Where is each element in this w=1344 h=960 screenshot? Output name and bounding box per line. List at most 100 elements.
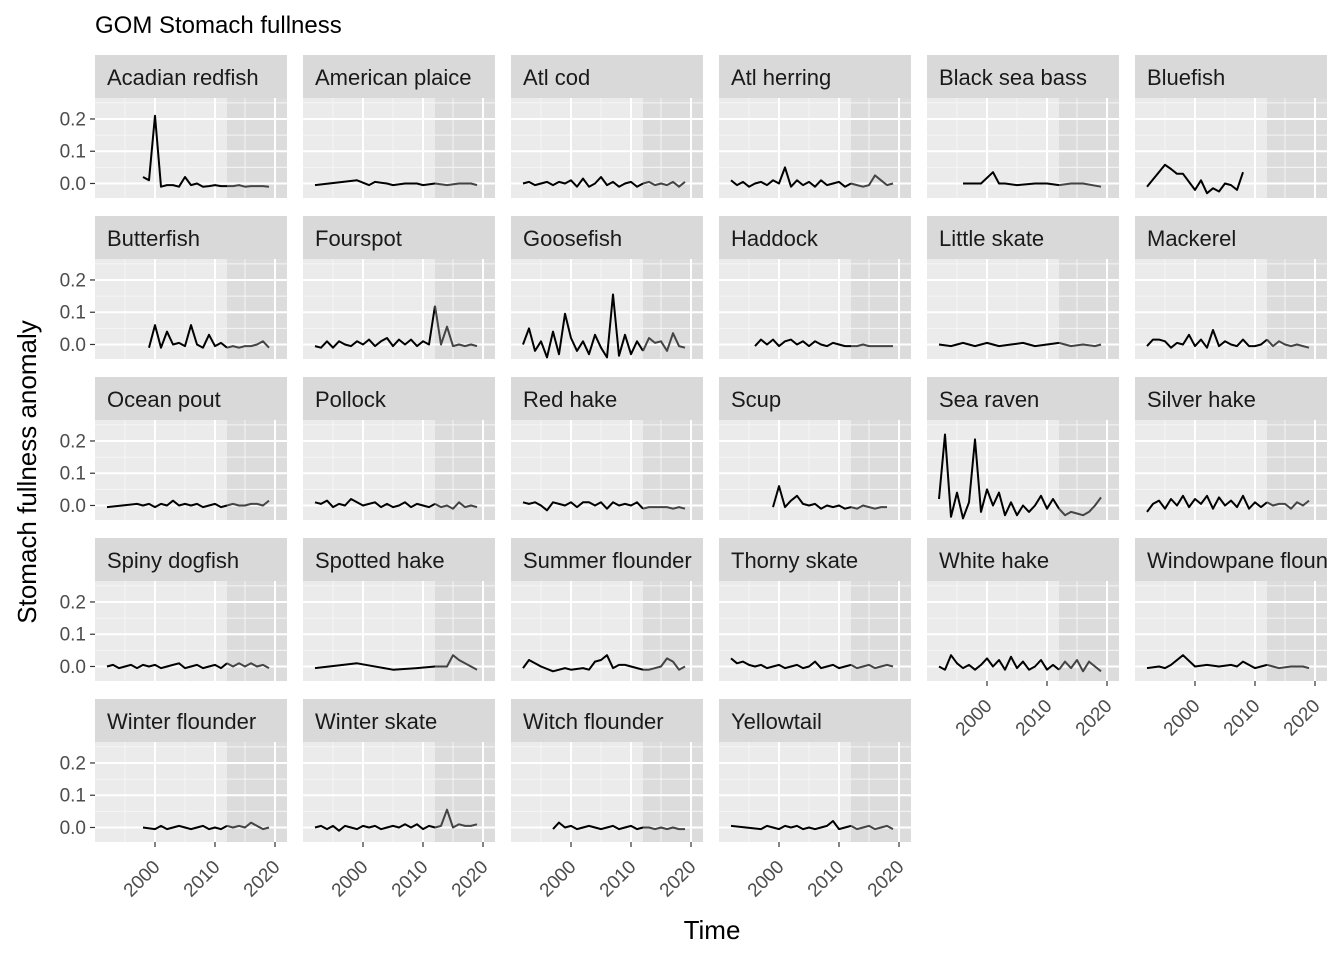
- facet-label: Yellowtail: [731, 709, 822, 734]
- facet-winter-skate: Winter skate 2000 2010 2020: [303, 699, 495, 901]
- y-tick-label: 0.0: [60, 818, 86, 839]
- y-tick-label: 0.2: [60, 753, 86, 774]
- facet-strip: [303, 377, 495, 420]
- x-tick-label: 2020: [1280, 696, 1325, 741]
- shaded-region: [643, 420, 703, 520]
- facet-strip: [303, 699, 495, 742]
- facet-strip: [927, 538, 1119, 581]
- facet-pollock: Pollock: [303, 377, 495, 520]
- x-tick-label: 2010: [596, 857, 641, 902]
- series-line-recent-pollock: [434, 501, 478, 510]
- series-line-recent-black-sea-bass: [1058, 182, 1102, 188]
- series-line-winter-flounder: [142, 824, 228, 831]
- facet-bluefish: Bluefish: [1135, 55, 1327, 198]
- facet-label: Winter skate: [315, 709, 437, 734]
- facet-label: Witch flounder: [523, 709, 664, 734]
- series-line-bluefish: [1146, 163, 1244, 195]
- facet-label: Spotted hake: [315, 548, 445, 573]
- facet-strip: [95, 216, 287, 259]
- facet-strip: [1135, 538, 1327, 581]
- x-tick-label: 2010: [804, 857, 849, 902]
- shaded-region: [1267, 98, 1327, 198]
- facet-label: Pollock: [315, 387, 387, 412]
- series-line-yellowtail: [730, 820, 852, 831]
- shaded-region: [1059, 98, 1119, 198]
- x-tick-label: 2020: [864, 857, 909, 902]
- facet-label: Black sea bass: [939, 65, 1087, 90]
- facet-label: Mackerel: [1147, 226, 1236, 251]
- x-axis-title: Time: [684, 915, 741, 945]
- facet-label: Haddock: [731, 226, 819, 251]
- facet-windowpane-flounder: Windowpane flounder 2000 2010 2020: [1135, 538, 1327, 741]
- facet-label: Sea raven: [939, 387, 1039, 412]
- facet-ocean-pout: Ocean pout 0.0 0.1 0.2: [60, 377, 287, 520]
- shaded-region: [851, 259, 911, 359]
- facet-label: Silver hake: [1147, 387, 1256, 412]
- facet-strip: [927, 377, 1119, 420]
- series-line-recent-ocean-pout: [226, 499, 270, 507]
- facet-acadian-redfish: Acadian redfish 0.0 0.1 0.2: [60, 55, 287, 198]
- series-line-recent-mackerel: [1266, 338, 1310, 349]
- series-line-recent-spotted-hake: [435, 654, 478, 671]
- facet-label: White hake: [939, 548, 1049, 573]
- series-line-spotted-hake: [314, 662, 436, 671]
- series-line-recent-atl-cod: [642, 180, 686, 188]
- series-line-recent-silver-hake: [1266, 499, 1310, 510]
- facet-label: Spiny dogfish: [107, 548, 239, 573]
- facet-winter-flounder: Winter flounder 0.0 0.1 0.2 2000 2010 2020: [60, 699, 287, 901]
- series-line-recent-american-plaice: [434, 182, 478, 187]
- x-tick-label: 2020: [448, 857, 493, 902]
- y-tick-label: 0.1: [60, 142, 86, 163]
- facet-red-hake: Red hake: [511, 377, 703, 520]
- shaded-region: [1059, 420, 1119, 520]
- facet-strip: [303, 55, 495, 98]
- series-line-recent-witch-flounder: [643, 826, 685, 831]
- x-tick-label: 2000: [952, 696, 997, 741]
- x-tick-label: 2010: [1012, 696, 1057, 741]
- facet-label: Goosefish: [523, 226, 622, 251]
- facet-strip: [511, 538, 703, 581]
- shaded-region: [643, 742, 703, 842]
- facet-silver-hake: Silver hake: [1135, 377, 1327, 520]
- facet-american-plaice: American plaice: [303, 55, 495, 198]
- facet-witch-flounder: Witch flounder 2000 2010 2020: [511, 699, 703, 901]
- shaded-region: [643, 581, 703, 681]
- shaded-region: [435, 420, 495, 520]
- series-line-witch-flounder: [552, 821, 644, 831]
- series-line-recent-yellowtail: [850, 824, 894, 831]
- series-line-recent-white-hake: [1058, 659, 1102, 673]
- facet-atl-cod: Atl cod: [511, 55, 703, 198]
- series-line-butterfish: [148, 324, 228, 349]
- x-tick-label: 2000: [120, 857, 165, 902]
- shaded-region: [1059, 259, 1119, 359]
- y-tick-label: 0.1: [60, 625, 86, 646]
- facet-goosefish: Goosefish: [511, 216, 703, 359]
- shaded-region: [1059, 581, 1119, 681]
- series-line-recent-summer-flounder: [643, 657, 686, 671]
- facet-black-sea-bass: Black sea bass: [927, 55, 1119, 198]
- facet-strip: [719, 55, 911, 98]
- facet-mackerel: Mackerel: [1135, 216, 1327, 359]
- series-line-recent-red-hake: [642, 506, 686, 510]
- chart-title: GOM Stomach fullness: [95, 12, 342, 39]
- facet-panels: Acadian redfish 0.0 0.1 0.2 American plaice A…: [60, 55, 1327, 902]
- series-line-red-hake: [522, 501, 644, 512]
- x-tick-label: 2020: [1072, 696, 1117, 741]
- facet-strip: [303, 538, 495, 581]
- facet-sea-raven: Sea raven: [927, 377, 1119, 520]
- facet-label: Thorny skate: [731, 548, 858, 573]
- facet-label: Scup: [731, 387, 781, 412]
- series-line-fourspot: [314, 305, 436, 349]
- series-line-silver-hake: [1146, 494, 1268, 513]
- series-line-recent-winter-skate: [434, 808, 478, 829]
- series-line-ocean-pout: [106, 499, 228, 509]
- series-line-recent-spiny-dogfish: [226, 662, 270, 669]
- facet-spiny-dogfish: Spiny dogfish 0.0 0.1 0.2: [60, 538, 287, 681]
- shaded-region: [851, 420, 911, 520]
- facet-summer-flounder: Summer flounder: [511, 538, 703, 681]
- series-line-recent-little-skate: [1058, 341, 1102, 348]
- series-line-little-skate: [938, 341, 1060, 348]
- facet-spotted-hake: Spotted hake: [303, 538, 495, 681]
- x-tick-label: 2020: [656, 857, 701, 902]
- series-line-recent-acadian-redfish: [227, 184, 270, 188]
